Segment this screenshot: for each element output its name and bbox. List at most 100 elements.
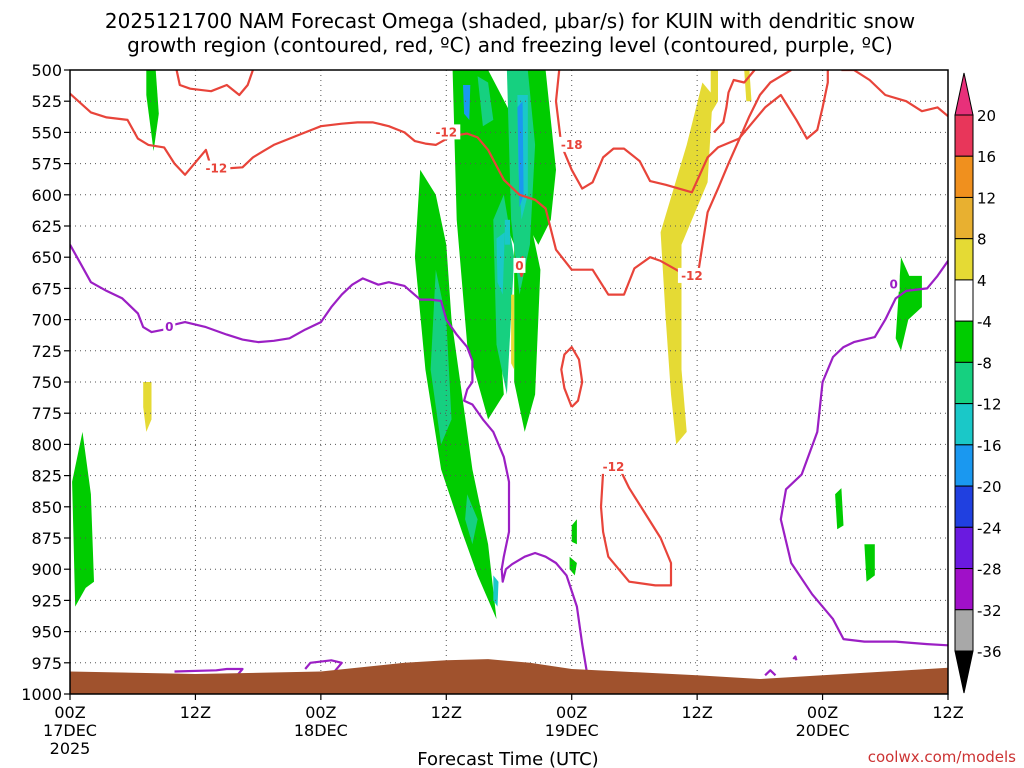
- y-axis: 500 525 550 575 600 625 650 675 700 725 750 775 800 8…: [21, 61, 70, 704]
- colorbar-swatch-8: [954, 444, 974, 487]
- x-tick-label-0-2: 2025: [50, 739, 91, 758]
- colorbar-swatch-4: [954, 279, 974, 322]
- dgz-contour-3: [175, 70, 254, 97]
- y-tick-label-775: 775: [31, 404, 62, 423]
- colorbar: 20 16 12 8 4 -4 -8 -12 -16 -20 -24 -28 -32 -36: [954, 72, 1002, 694]
- y-tick-label-900: 900: [31, 560, 62, 579]
- colorbar-swatch-6: [954, 361, 974, 405]
- dgz-label-bg-0: [202, 160, 231, 176]
- omega-area-7: [571, 519, 577, 545]
- omega-shading-layer: [72, 70, 922, 620]
- omega-area-9: [835, 488, 844, 530]
- omega-area-1: [72, 431, 94, 607]
- colorbar-label-5: -4: [977, 313, 992, 331]
- colorbar-label-9: -20: [977, 478, 1002, 496]
- freezing-contour-4: [764, 669, 777, 677]
- dgz-label-0: -12: [205, 162, 227, 176]
- x-tick-label-48-0: 00Z: [556, 703, 587, 722]
- omega-area-21: [517, 101, 524, 208]
- terrain-area: [70, 659, 948, 694]
- omega-area-22: [463, 85, 471, 120]
- x-tick-label-0-0: 00Z: [54, 703, 85, 722]
- x-tick-label-36-0: 12Z: [431, 703, 462, 722]
- dgz-label-3: -12: [681, 269, 703, 283]
- y-tick-label-500: 500: [31, 61, 62, 80]
- freezing-label-0: 0: [165, 320, 173, 334]
- dgz-label-bg-1: [432, 124, 461, 140]
- y-tick-label-650: 650: [31, 248, 62, 267]
- y-tick-label-750: 750: [31, 373, 62, 392]
- y-tick-label-950: 950: [31, 623, 62, 642]
- terrain-fill: [70, 659, 948, 694]
- y-tick-label-1000: 1000: [21, 685, 62, 704]
- colorbar-swatch-12: [954, 609, 974, 652]
- colorbar-label-3: 8: [977, 231, 987, 249]
- dgz-contour-2: [841, 70, 948, 118]
- chart-title-line2: growth region (contoured, red, ºC) and f…: [127, 33, 893, 57]
- dgz-label-bg-3: [677, 267, 706, 283]
- y-tick-label-925: 925: [31, 591, 62, 610]
- dgz-label-4: -12: [603, 460, 625, 474]
- y-tick-label-525: 525: [31, 92, 62, 111]
- omega-area-27: [511, 294, 515, 370]
- dgz-label-1: -12: [435, 125, 457, 139]
- dgz-contour-1: [554, 70, 829, 194]
- colorbar-swatch-1: [954, 155, 974, 198]
- colorbar-bottom-arrow: [954, 650, 974, 694]
- x-tick-label-24-0: 00Z: [305, 703, 336, 722]
- freezing-label-bg-0: [163, 319, 176, 335]
- y-tick-label-550: 550: [31, 123, 62, 142]
- colorbar-label-7: -12: [977, 396, 1002, 414]
- freezing-contour-1: [779, 260, 948, 647]
- colorbar-swatch-5: [954, 320, 974, 363]
- omega-area-23: [660, 82, 713, 445]
- y-tick-label-850: 850: [31, 498, 62, 517]
- colorbar-label-1: 16: [977, 148, 996, 166]
- dgz-label-2: -18: [561, 138, 583, 152]
- freezing-label-1: 0: [889, 278, 897, 292]
- omega-area-17: [496, 232, 505, 295]
- y-tick-label-975: 975: [31, 654, 62, 673]
- contour-labels: -12 -12 -18 -12 -12 0 0 0: [163, 124, 900, 474]
- colorbar-label-10: -24: [977, 519, 1002, 537]
- colorbar-label-13: -36: [977, 643, 1002, 661]
- x-tick-label-48-1: 19DEC: [545, 721, 599, 740]
- colorbar-swatch-10: [954, 526, 974, 570]
- colorbar-swatch-3: [954, 238, 974, 281]
- omega-area-0: [146, 70, 159, 152]
- colorbar-swatch-7: [954, 403, 974, 446]
- colorbar-label-12: -32: [977, 602, 1002, 620]
- colorbar-label-2: 12: [977, 189, 996, 207]
- y-tick-label-625: 625: [31, 217, 62, 236]
- x-tick-label-60-0: 12Z: [681, 703, 712, 722]
- dgz-label-bg-4: [599, 458, 628, 474]
- y-tick-label-600: 600: [31, 186, 62, 205]
- freezing-contour-5: [792, 655, 798, 661]
- omega-area-8: [569, 556, 577, 576]
- y-tick-label-800: 800: [31, 435, 62, 454]
- x-tick-label-72-1: 20DEC: [796, 721, 850, 740]
- omega-area-20: [493, 575, 499, 607]
- omega-area-26: [143, 382, 152, 432]
- y-tick-label-700: 700: [31, 311, 62, 330]
- dgz-contour-4: [713, 70, 756, 134]
- omega-area-13: [465, 494, 478, 545]
- omega-area-24: [710, 70, 718, 114]
- x-tick-label-24-1: 18DEC: [294, 721, 348, 740]
- x-axis-label: Forecast Time (UTC): [417, 749, 598, 768]
- colorbar-swatch-0: [954, 114, 974, 157]
- colorbar-swatch-9: [954, 485, 974, 528]
- colorbar-swatch-2: [954, 196, 974, 240]
- dgz-contour-6: [599, 465, 673, 587]
- dgz-label-5: 0: [515, 259, 523, 273]
- colorbar-label-0: 20: [977, 107, 996, 125]
- colorbar-label-6: -8: [977, 354, 992, 372]
- y-tick-label-825: 825: [31, 467, 62, 486]
- credit-text: coolwx.com/models: [868, 748, 1016, 766]
- x-tick-label-0-1: 17DEC: [43, 721, 97, 740]
- colorbar-top-arrow: [954, 72, 974, 116]
- y-tick-label-675: 675: [31, 279, 62, 298]
- colorbar-label-11: -28: [977, 561, 1002, 579]
